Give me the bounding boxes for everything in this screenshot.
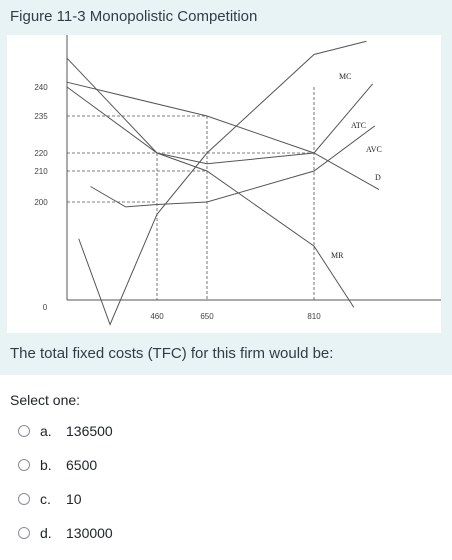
y-tick-label: 235 <box>34 112 48 121</box>
cost-curves-chart: 200 210 220 235 240 0 460 650 810 MC ATC AVC D MR <box>34 35 441 326</box>
option-b[interactable]: b. 6500 <box>18 448 113 482</box>
series-label-mr: MR <box>331 251 344 260</box>
chart-container: 200 210 220 235 240 0 460 650 810 MC ATC AVC D MR <box>7 35 441 333</box>
y-tick-label: 240 <box>34 83 48 92</box>
option-value[interactable]: 6500 <box>66 457 98 473</box>
series-label-atc: ATC <box>351 121 366 130</box>
question-text: The total fixed costs (TFC) for this fir… <box>10 345 334 362</box>
x-tick-label: 460 <box>150 312 164 321</box>
option-value[interactable]: 136500 <box>66 423 113 439</box>
radio-c-icon[interactable] <box>18 493 30 505</box>
answer-options: a. 136500 b. 6500 c. 10 d. 130000 <box>18 414 113 550</box>
radio-a-icon[interactable] <box>18 425 30 437</box>
y-tick-label: 210 <box>34 167 48 176</box>
series-mc-line <box>78 40 367 326</box>
question-panel: Figure 11-3 Monopolistic Competition 200… <box>0 0 452 375</box>
x-tick-label: 810 <box>307 312 321 321</box>
option-letter: b. <box>40 457 52 473</box>
option-letter: c. <box>40 491 51 507</box>
series-label-avc: AVC <box>366 145 382 154</box>
option-letter: d. <box>40 525 52 541</box>
option-letter: a. <box>40 423 52 439</box>
option-d[interactable]: d. 130000 <box>18 516 113 550</box>
radio-b-icon[interactable] <box>18 459 30 471</box>
option-value[interactable]: 130000 <box>66 525 113 541</box>
select-one-label: Select one: <box>10 392 81 408</box>
series-label-mc: MC <box>339 72 351 81</box>
series-label-d: D <box>375 173 381 182</box>
series-avc-line <box>90 125 376 208</box>
y-tick-label: 220 <box>34 149 48 158</box>
x-tick-label: 650 <box>200 312 214 321</box>
y-tick-label: 200 <box>34 198 48 207</box>
option-a[interactable]: a. 136500 <box>18 414 113 448</box>
option-c[interactable]: c. 10 <box>18 482 113 516</box>
radio-d-icon[interactable] <box>18 527 30 539</box>
option-value[interactable]: 10 <box>66 491 82 507</box>
figure-title: Figure 11-3 Monopolistic Competition <box>10 8 258 25</box>
series-d-line <box>66 81 380 191</box>
series-atc-line <box>66 57 374 165</box>
series-mr-line <box>66 86 355 308</box>
x-tick-label: 0 <box>43 303 48 312</box>
